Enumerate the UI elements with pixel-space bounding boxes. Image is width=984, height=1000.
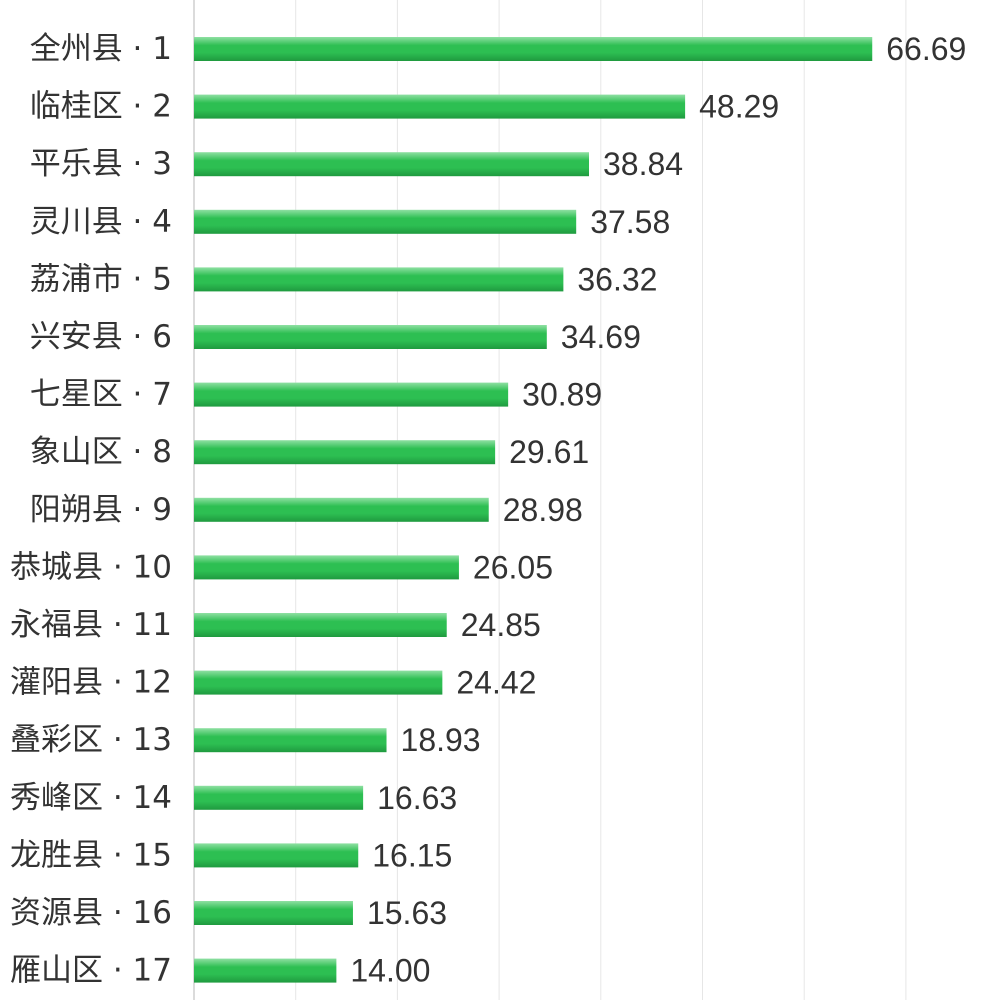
bar [194, 440, 496, 465]
category-label: 雁山区 · 17 [10, 953, 172, 989]
value-label: 29.61 [509, 434, 589, 470]
category-label: 荔浦市 · 5 [30, 261, 172, 297]
bar [194, 382, 509, 407]
value-label: 66.69 [886, 31, 966, 67]
category-labels: 全州县 · 1 临桂区 · 2 平乐县 · 3 灵川县 · 4 荔浦市 · 5 兴安县 ·… [10, 31, 172, 989]
category-label: 象山区 · 8 [30, 434, 172, 470]
value-label: 24.42 [456, 665, 536, 701]
category-label: 全州县 · 1 [30, 31, 172, 67]
bar [194, 728, 387, 753]
value-label: 16.63 [377, 780, 457, 816]
category-label: 资源县 · 16 [10, 895, 172, 931]
bar [194, 209, 577, 234]
bar [194, 613, 447, 637]
bar [194, 843, 359, 868]
value-label: 14.00 [350, 953, 430, 989]
bar [194, 325, 547, 349]
category-label: 阳朔县 · 9 [30, 492, 172, 528]
category-label: 恭城县 · 10 [10, 549, 172, 585]
bar [194, 267, 564, 292]
value-label: 48.29 [699, 89, 779, 125]
bar [194, 670, 443, 695]
category-label: 灵川县 · 4 [30, 204, 172, 240]
value-label: 38.84 [603, 146, 683, 182]
category-label: 龙胜县 · 15 [10, 837, 172, 873]
bar [194, 94, 686, 119]
value-label: 37.58 [590, 204, 670, 240]
value-label: 28.98 [503, 492, 583, 528]
bar [194, 497, 489, 522]
value-label: 24.85 [461, 607, 541, 643]
bar [194, 152, 590, 177]
value-label: 16.15 [372, 837, 452, 873]
category-label: 叠彩区 · 13 [10, 722, 172, 758]
bar [194, 958, 337, 983]
value-label: 34.69 [561, 319, 641, 355]
value-label: 26.05 [473, 549, 553, 585]
category-label: 临桂区 · 2 [30, 89, 172, 125]
value-label: 36.32 [577, 261, 657, 297]
value-labels: 66.69 48.29 38.84 37.58 36.32 34.69 30.89 29.61… [350, 31, 966, 989]
category-label: 永福县 · 11 [10, 607, 172, 643]
bars [194, 37, 873, 983]
category-label: 平乐县 · 3 [30, 146, 172, 182]
category-label: 灌阳县 · 12 [10, 665, 172, 701]
value-label: 15.63 [367, 895, 447, 931]
bar [194, 785, 364, 810]
bar [194, 555, 459, 580]
bar [194, 901, 353, 925]
category-label: 兴安县 · 6 [30, 319, 172, 355]
value-label: 18.93 [401, 722, 481, 758]
category-label: 七星区 · 7 [30, 377, 172, 413]
category-label: 秀峰区 · 14 [10, 780, 172, 816]
bar [194, 37, 873, 61]
value-label: 30.89 [522, 377, 602, 413]
